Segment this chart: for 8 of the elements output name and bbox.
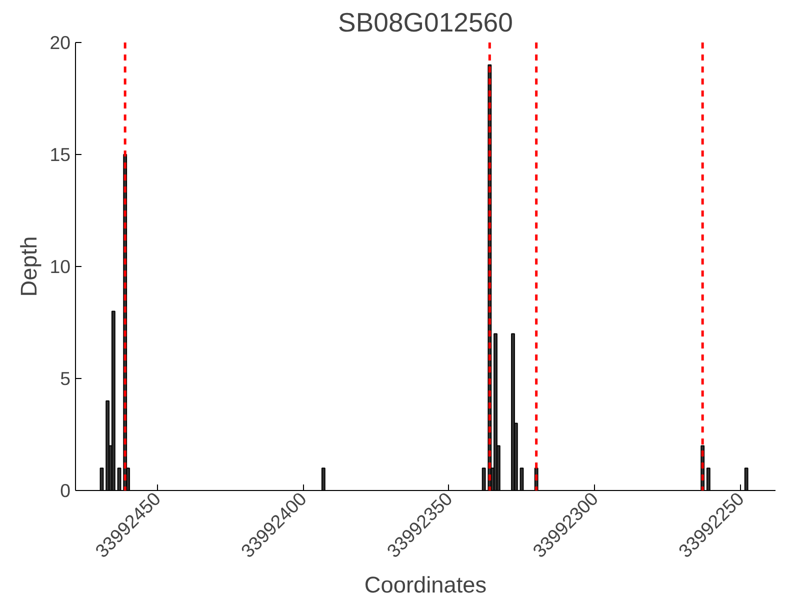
- chart-title: SB08G012560: [338, 8, 513, 38]
- y-tick-label: 5: [60, 368, 71, 389]
- y-tick-label: 0: [60, 480, 71, 501]
- y-tick-label: 10: [50, 256, 71, 277]
- x-axis-title: Coordinates: [364, 571, 487, 598]
- y-axis-title: Depth: [16, 236, 42, 297]
- y-tick-label: 15: [50, 144, 71, 165]
- y-tick-label: 20: [50, 32, 71, 53]
